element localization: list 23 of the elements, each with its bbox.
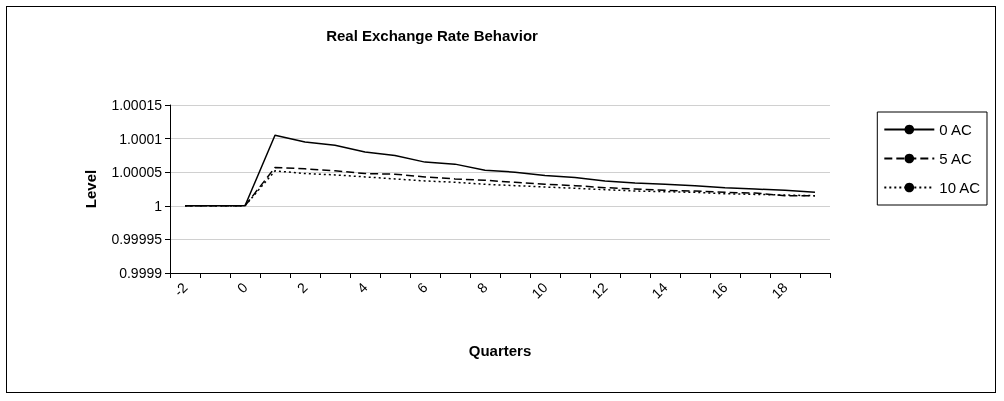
x-tick-label: 10 — [528, 279, 551, 302]
y-tick-label: 0.9999 — [119, 265, 163, 281]
chart-title: Real Exchange Rate Behavior — [326, 27, 539, 44]
legend-label: 10 AC — [939, 179, 981, 196]
x-tick-label: 8 — [473, 279, 491, 297]
y-tick-label: 1 — [154, 197, 163, 214]
y-tick-label: 1.0001 — [119, 130, 163, 147]
y-axis-title: Level — [82, 169, 99, 209]
y-tick-label: 1.00015 — [111, 97, 163, 113]
legend-label: 0 AC — [939, 121, 972, 138]
y-tick-label: 1.00005 — [111, 164, 163, 181]
y-tick-label: 0.99995 — [111, 231, 163, 248]
legend-label: 5 AC — [939, 150, 972, 167]
x-tick-label: 14 — [648, 279, 671, 302]
x-tick-label: 16 — [708, 279, 731, 302]
x-tick-label: -2 — [170, 279, 191, 300]
x-axis-title: Quarters — [468, 342, 532, 359]
x-tick-label: 4 — [353, 279, 371, 297]
x-tick-label: 18 — [768, 279, 791, 302]
x-tick-label: 2 — [293, 279, 311, 297]
x-tick-label: 6 — [413, 279, 431, 297]
x-tick-label: 12 — [588, 279, 611, 302]
x-tick-label: 0 — [233, 279, 251, 297]
